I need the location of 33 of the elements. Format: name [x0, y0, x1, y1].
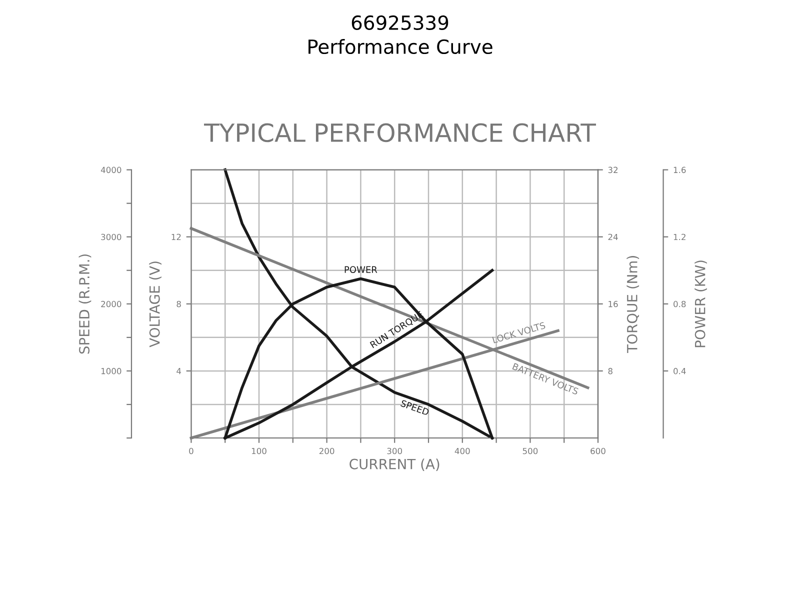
y-tick-label: 0.8: [674, 300, 686, 308]
chart-title: 66925339: [352, 15, 448, 30]
text: LOCK VOLTS: [492, 322, 546, 344]
y-tick-label: 0.4: [674, 368, 686, 374]
y3-tick-label: 8: [608, 368, 612, 374]
y3-tick-label: 24: [608, 234, 618, 240]
y3-tick-label: 16: [608, 300, 618, 308]
x-axis-title: CURRENT (A): [350, 458, 440, 471]
chart-subtitle: Performance Curve: [308, 39, 492, 54]
series-label: POWER: [344, 266, 378, 274]
y2-axis-title: VOLTAGE (V): [149, 262, 162, 348]
x-tick-label: 600: [590, 448, 606, 454]
y2-tick-label: 12: [172, 234, 181, 240]
y-tick-label: 4000: [100, 166, 122, 174]
x-tick-label: 300: [387, 448, 402, 454]
y-tick-label: 1000: [101, 368, 122, 374]
y3-axis-title: TORQUE (Nm): [626, 256, 640, 353]
y-axis-title: SPEED (R.P.M.): [78, 254, 92, 354]
x-tick-label: 0: [189, 448, 194, 454]
x-tick-label: 400: [454, 448, 470, 454]
y-tick-label: 3000: [101, 234, 122, 240]
text: SPEED: [400, 400, 430, 416]
y3-tick-label: 32: [608, 166, 618, 174]
y2-tick-label: 4: [176, 368, 182, 374]
text: TYPICAL PERFORMANCE CHART: [204, 123, 596, 142]
y-axis-title: POWER (KW): [694, 260, 707, 348]
y2-tick-label: 8: [176, 300, 181, 308]
x-tick-label: 200: [319, 448, 334, 454]
y-tick-label: 1.2: [674, 234, 686, 240]
y-tick-label: 2000: [101, 300, 122, 308]
x-tick-label: 500: [522, 448, 538, 454]
y-tick-label: 1.6: [674, 166, 686, 174]
x-tick-label: 100: [252, 448, 266, 454]
